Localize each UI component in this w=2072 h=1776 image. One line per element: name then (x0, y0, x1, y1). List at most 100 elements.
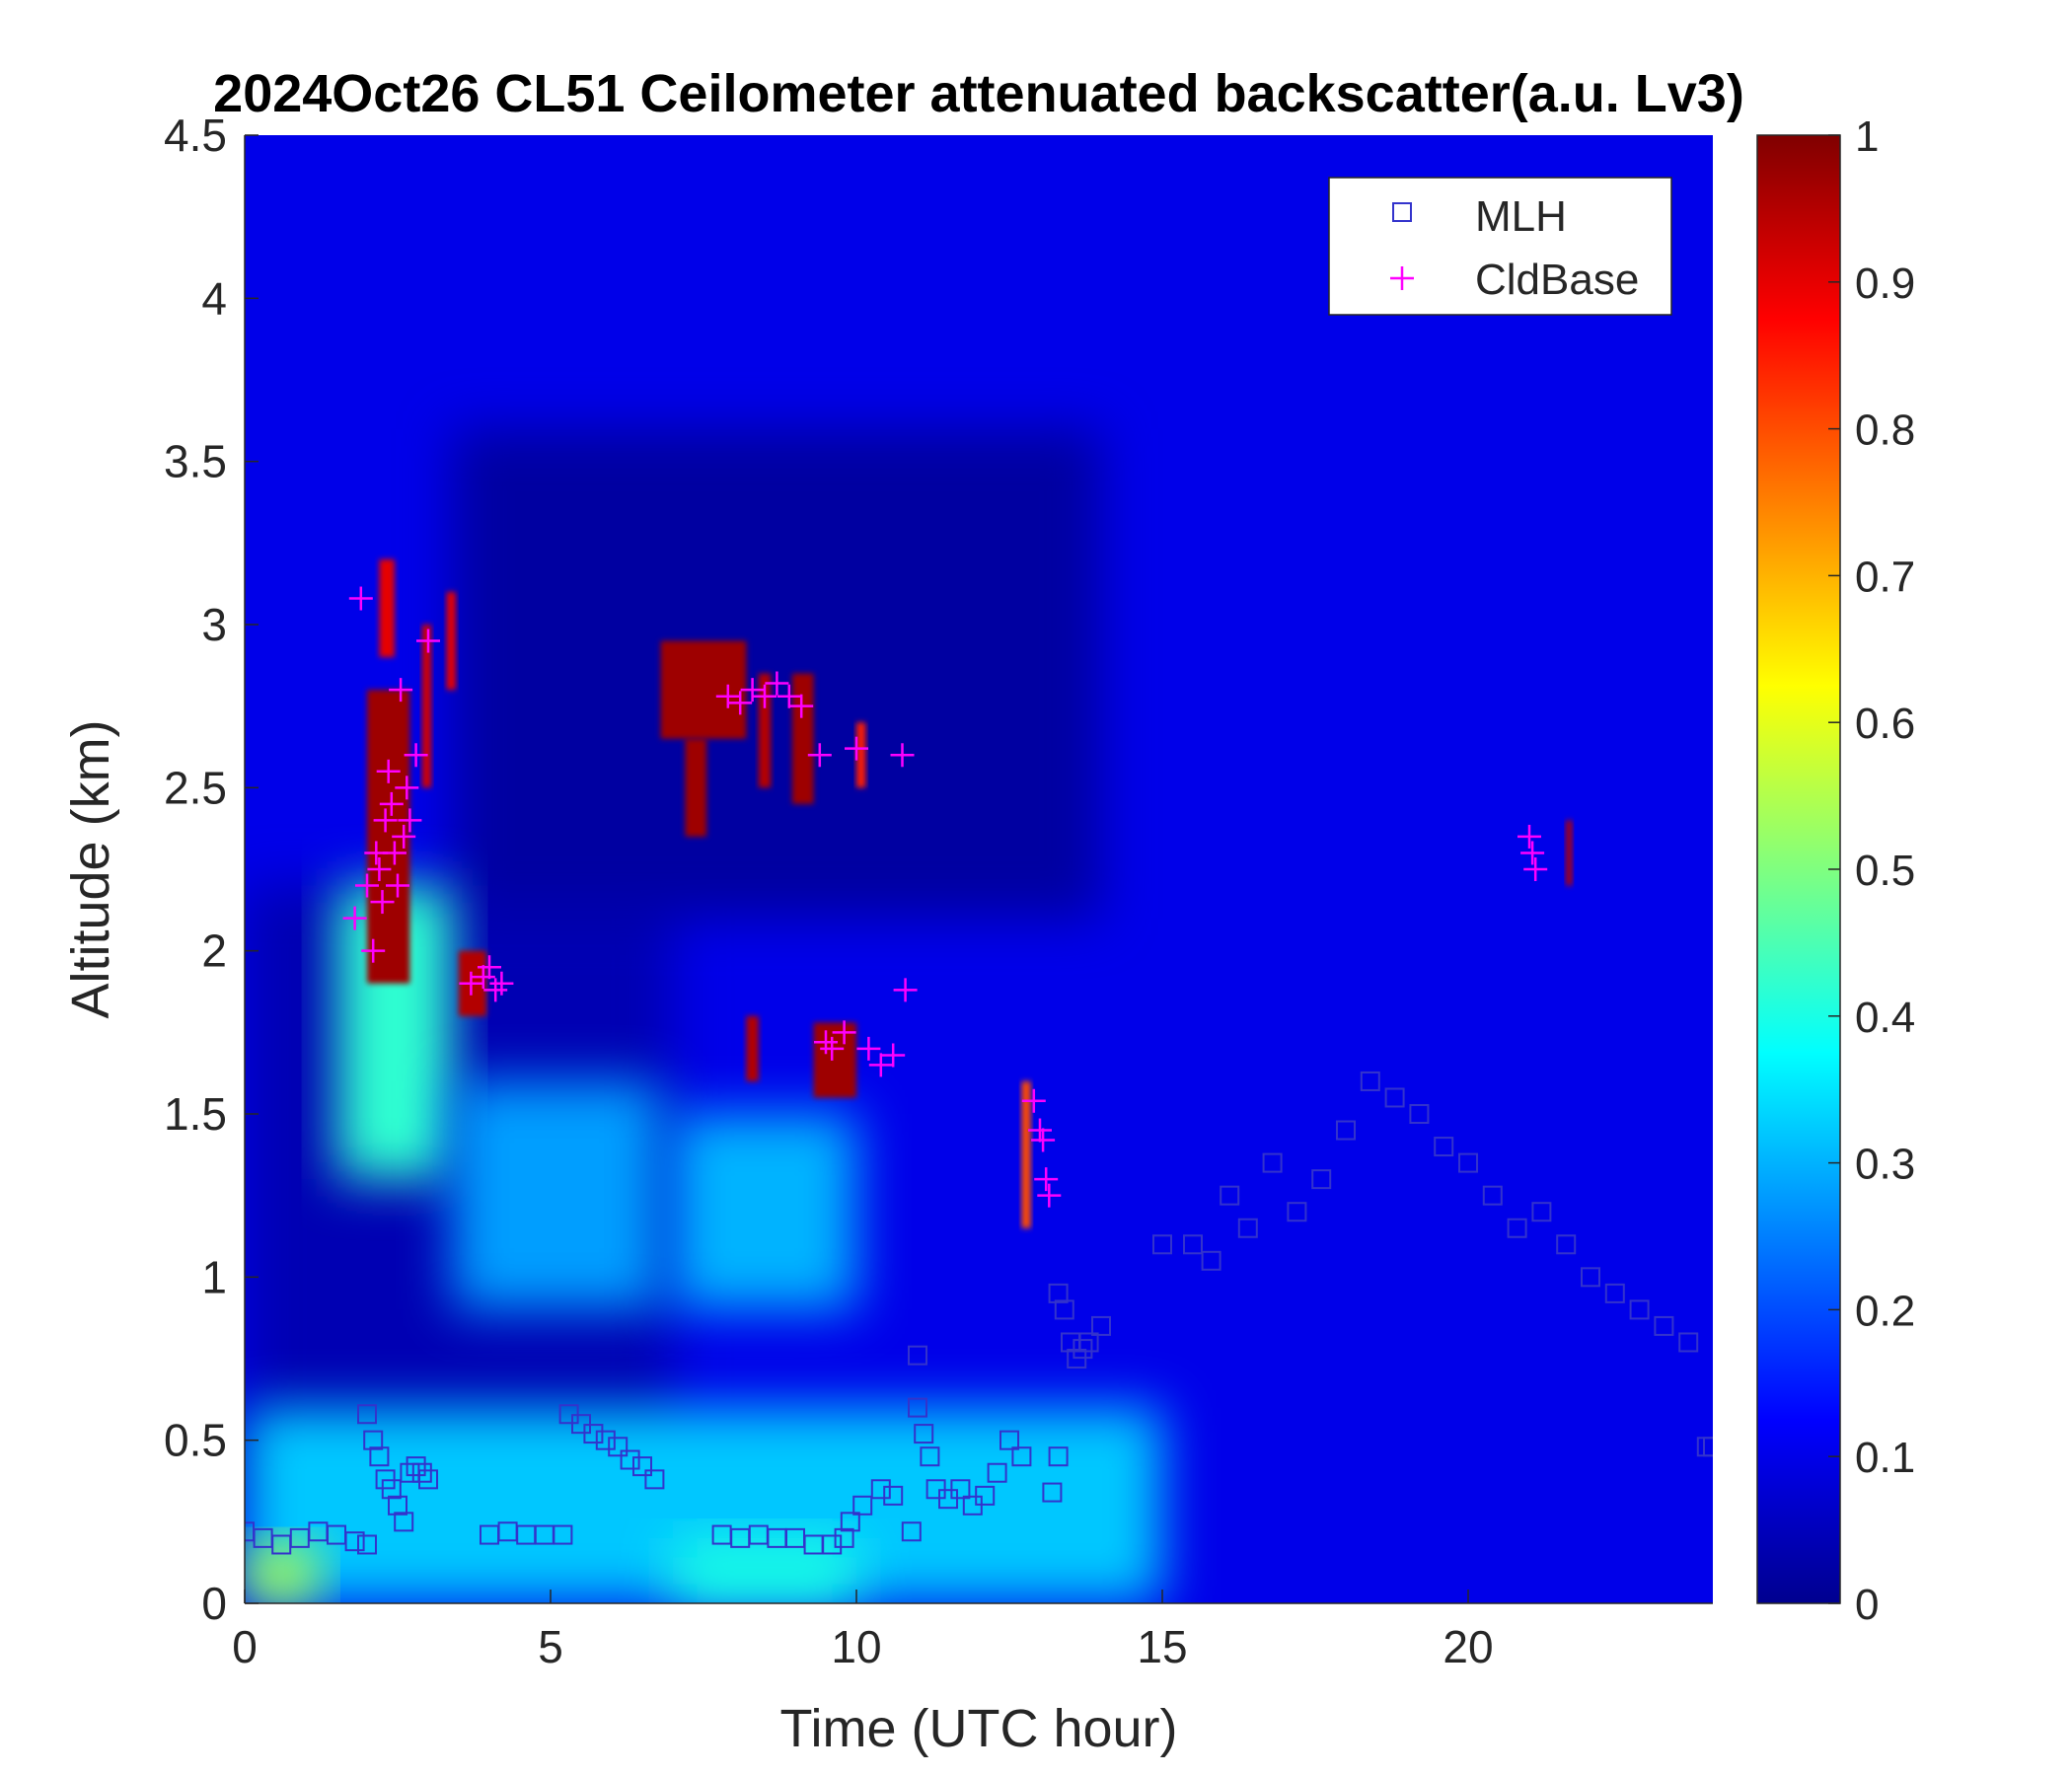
chart-title: 2024Oct26 CL51 Ceilometer attenuated bac… (213, 64, 1744, 123)
mlh-marker (1073, 1339, 1093, 1360)
aerosol-region (673, 1537, 856, 1603)
mlh-series (245, 1071, 1713, 1555)
mlh-marker (1384, 1087, 1405, 1108)
mlh-marker (975, 1485, 996, 1506)
cldbase-marker (753, 684, 777, 708)
mlh-marker (834, 1527, 854, 1548)
colorbar-tick-label: 0.5 (1855, 847, 1915, 895)
cldbase-marker (765, 671, 789, 696)
mlh-marker (1458, 1152, 1478, 1173)
cloud-layer (685, 738, 707, 837)
mlh-marker (883, 1485, 904, 1506)
cloud-layer (746, 1015, 759, 1081)
cldbase-marker (715, 684, 740, 708)
mlh-marker (1011, 1446, 1032, 1467)
mlh-marker (1409, 1104, 1430, 1124)
cldbase-marker (367, 857, 392, 881)
mlh-marker (1629, 1299, 1650, 1320)
cldbase-marker (373, 808, 398, 833)
x-tick-label: 15 (1137, 1621, 1187, 1672)
x-tick-label: 10 (831, 1621, 881, 1672)
mlh-marker (852, 1495, 873, 1516)
mlh-marker (1531, 1202, 1552, 1222)
cldbase-marker (1021, 1088, 1046, 1113)
cldbase-marker (395, 776, 419, 800)
colorbar-tick-label: 0.4 (1855, 994, 1915, 1042)
mlh-marker (644, 1469, 665, 1490)
cldbase-marker (348, 586, 373, 611)
cldbase-marker (404, 743, 428, 768)
cldbase-marker (881, 1043, 906, 1068)
mlh-marker (914, 1424, 934, 1444)
cldbase-marker (856, 1036, 881, 1061)
legend-cldbase-marker (1390, 266, 1414, 290)
mlh-marker (1581, 1267, 1600, 1288)
mlh-marker (608, 1437, 629, 1457)
mlh-marker (418, 1469, 438, 1490)
mlh-marker (394, 1512, 414, 1532)
cldbase-marker (1517, 824, 1541, 849)
cldbase-marker (459, 971, 483, 996)
cldbase-marker (478, 955, 501, 980)
cloud-layer (791, 673, 814, 804)
colorbar-tick-label: 0.7 (1855, 553, 1915, 601)
cldbase-marker (416, 629, 440, 653)
cldbase-marker (1037, 1183, 1062, 1208)
colorbar-tick-label: 0 (1855, 1581, 1879, 1629)
mlh-marker (822, 1534, 843, 1555)
y-axis-label: Altitude (km) (61, 719, 120, 1018)
mlh-marker (1556, 1234, 1577, 1255)
mlh-marker (1482, 1185, 1503, 1206)
mlh-marker (1078, 1332, 1099, 1353)
cldbase-marker (398, 808, 422, 833)
cloud-layer (813, 1022, 856, 1098)
cloud-layer (856, 722, 866, 788)
cldbase-marker (1031, 1128, 1056, 1152)
cldbase-marker (483, 978, 508, 1002)
y-tick-label: 3 (201, 599, 227, 650)
y-tick-label: 0.5 (164, 1415, 227, 1466)
mlh-marker (950, 1479, 971, 1500)
cloud-layer (421, 625, 432, 788)
mlh-marker (840, 1512, 860, 1532)
mlh-marker (388, 1495, 407, 1516)
colorbar-tick-label: 0.9 (1855, 259, 1915, 308)
backscatter-heatmap (245, 135, 1713, 1603)
mlh-marker (901, 1521, 922, 1542)
cldbase-marker (1520, 841, 1545, 865)
mlh-marker (1220, 1185, 1240, 1206)
x-tick-label: 20 (1443, 1621, 1493, 1672)
mlh-marker (357, 1404, 377, 1425)
mlh-marker (999, 1430, 1019, 1450)
cldbase-marker (392, 824, 416, 849)
cldbase-marker (890, 743, 915, 768)
legend-mlh-label: MLH (1475, 192, 1567, 241)
x-tick-label: 5 (538, 1621, 563, 1672)
mlh-marker (357, 1534, 377, 1555)
colorbar-tick-label: 1 (1855, 112, 1879, 161)
mlh-marker (1434, 1137, 1454, 1157)
colorbar-tick-label: 0.6 (1855, 700, 1915, 748)
mlh-marker (987, 1462, 1007, 1483)
y-tick-label: 2.5 (164, 762, 227, 813)
cldbase-marker (361, 938, 386, 963)
cldbase-marker (777, 684, 801, 708)
mlh-marker (1237, 1218, 1258, 1238)
aerosol-region (673, 1114, 856, 1310)
x-tick-label: 0 (232, 1621, 258, 1672)
cldbase-marker (820, 1036, 845, 1061)
aerosol-region (452, 1080, 661, 1310)
mlh-marker (1703, 1437, 1713, 1457)
y-tick-label: 4.5 (164, 110, 227, 161)
y-tick-label: 0 (201, 1578, 227, 1629)
mlh-marker (369, 1446, 390, 1467)
colorbar-gradient (1756, 134, 1841, 1604)
cldbase-marker (376, 759, 401, 783)
mlh-marker (1262, 1152, 1283, 1173)
mlh-marker (1360, 1071, 1380, 1091)
mlh-marker (1336, 1120, 1356, 1141)
cldbase-marker (1034, 1167, 1059, 1192)
legend-box (1328, 177, 1672, 316)
mlh-marker (411, 1462, 432, 1483)
colorbar: 0 0.1 0.2 0.3 0.4 0.5 0.6 0.7 0.8 0.9 1 (1756, 112, 1915, 1629)
